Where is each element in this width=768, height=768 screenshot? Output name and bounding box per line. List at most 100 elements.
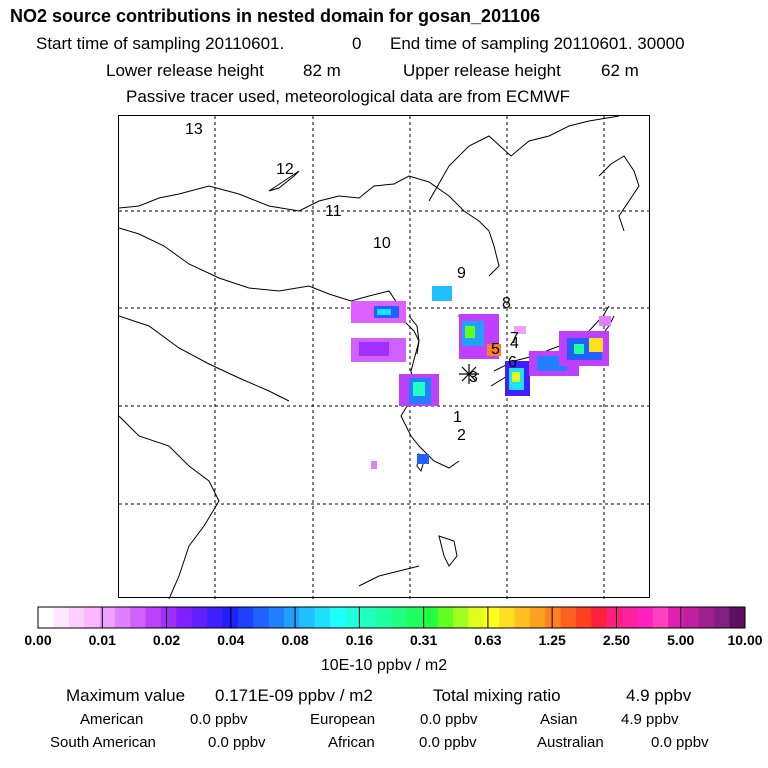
coast-okhotsk (428, 116, 620, 202)
traj-label: 13 (185, 121, 203, 138)
colorbar-cell (191, 607, 208, 628)
traj-label: 4 (510, 335, 519, 352)
map-title: NO2 source contributions in nested domai… (10, 6, 541, 26)
colorbar-cell (145, 607, 162, 628)
colorbar-cell (514, 607, 531, 628)
colorbar-cell (591, 607, 608, 628)
colorbar-cell (406, 607, 423, 628)
colorbar-cell (222, 607, 239, 628)
colorbar-cell (683, 607, 700, 628)
region-value: 0.0 ppbv (419, 734, 477, 751)
colorbar-tick-label: 0.16 (345, 632, 373, 648)
patch (487, 344, 501, 356)
colorbar-cell (714, 607, 731, 628)
colorbar-cell (253, 607, 270, 628)
colorbar-cell (84, 607, 100, 628)
start-time-label: Start time of sampling 20110601. (36, 34, 285, 53)
patch (417, 454, 429, 464)
colorbar-cell (237, 607, 254, 628)
traj-label: 3 (469, 369, 478, 386)
colorbar-cell (668, 607, 685, 628)
colorbar-cell (114, 607, 131, 628)
colorbar-cell (575, 607, 592, 628)
colorbar-cell (729, 607, 746, 628)
lake-baikal (268, 170, 300, 192)
colorbar-cell (268, 607, 285, 628)
lower-release-label: Lower release height (106, 61, 264, 80)
coast-south (358, 565, 420, 587)
map-panel[interactable]: 13 12 11 10 9 8 7 4 5 6 3 1 2 (118, 115, 651, 599)
colorbar-cell (606, 607, 623, 628)
colorbar-cell (38, 607, 54, 628)
patch (359, 342, 389, 356)
patch (377, 309, 391, 315)
colorbar-cell (391, 607, 408, 628)
colorbar-cell (376, 607, 392, 628)
region-value: 0.0 ppbv (420, 711, 478, 728)
patch (599, 316, 611, 326)
colorbar-cell (330, 607, 346, 628)
colorbar-tick-label: 10.00 (727, 632, 763, 648)
traj-label: 1 (453, 409, 462, 426)
border-north (119, 175, 500, 277)
colorbar-cell (652, 607, 669, 628)
patch (589, 338, 603, 352)
colorbar-cell (68, 607, 85, 628)
region-name: African (328, 734, 375, 751)
colorbar-tick-label: 0.08 (281, 632, 309, 648)
receptor-asterisk-icon (459, 364, 479, 384)
upper-release-label: Upper release height (403, 61, 561, 80)
colorbar-unit: 10E-10 ppbv / m2 (320, 657, 448, 674)
trajectory-labels: 13 12 11 10 9 8 7 4 5 6 3 1 2 (185, 121, 519, 444)
traj-label: 11 (325, 203, 342, 220)
colorbar-cell (314, 607, 331, 628)
region-name: European (310, 711, 376, 728)
colorbar-tick-label: 0.00 (24, 632, 52, 648)
start-time-value: 0 (352, 34, 362, 53)
colorbar-border (37, 606, 746, 629)
colorbar-cell (299, 607, 316, 628)
total-value: 4.9 ppbv (626, 686, 692, 705)
colorbar-tick-label: 0.01 (88, 632, 116, 648)
colorbar-cell (283, 607, 300, 628)
colorbar-cell (452, 607, 469, 628)
colorbar-cell (160, 607, 177, 628)
region-value: 0.0 ppbv (208, 734, 266, 751)
colorbar-tick-label: 1.25 (538, 632, 566, 648)
map-canvas: 13 12 11 10 9 8 7 4 5 6 3 1 2 (119, 116, 651, 599)
concentration-field (351, 286, 611, 469)
region-name: Asian (540, 711, 578, 728)
colorbar-cell (437, 607, 454, 628)
upper-release-value: 62 m (601, 61, 639, 80)
colorbar-cell (422, 607, 439, 628)
border-southwest (119, 315, 290, 402)
traj-label: 7 (510, 330, 519, 347)
colorbar-cell (207, 607, 223, 628)
traj-label: 6 (508, 354, 517, 371)
traj-label: 9 (457, 265, 466, 282)
patch (371, 461, 377, 469)
tracer-note: Passive tracer used, meteorological data… (126, 87, 571, 106)
colorbar-tick-label: 0.63 (474, 632, 502, 648)
region-name: American (80, 711, 144, 728)
colorbar-cell (698, 607, 715, 628)
traj-label: 8 (502, 295, 511, 312)
philippines-north (438, 535, 458, 567)
traj-label: 5 (491, 341, 500, 358)
colorbar-cell (622, 607, 638, 628)
colorbar-tick-label: 0.04 (217, 632, 245, 648)
patch (574, 344, 584, 354)
colorbar-cell (176, 607, 193, 628)
region-value: 0.0 ppbv (190, 711, 248, 728)
max-label: Maximum value (66, 686, 186, 705)
colorbar-tick-label: 0.02 (152, 632, 181, 648)
coast-kamchatka-west (598, 155, 640, 232)
colorbar-cell (99, 607, 116, 628)
total-label: Total mixing ratio (433, 686, 561, 705)
patch (432, 286, 452, 301)
colorbar-cell (560, 607, 577, 628)
patch (514, 326, 526, 334)
lower-release-value: 82 m (303, 61, 341, 80)
colorbar-cell (545, 607, 562, 628)
colorbar-cell (360, 607, 377, 628)
